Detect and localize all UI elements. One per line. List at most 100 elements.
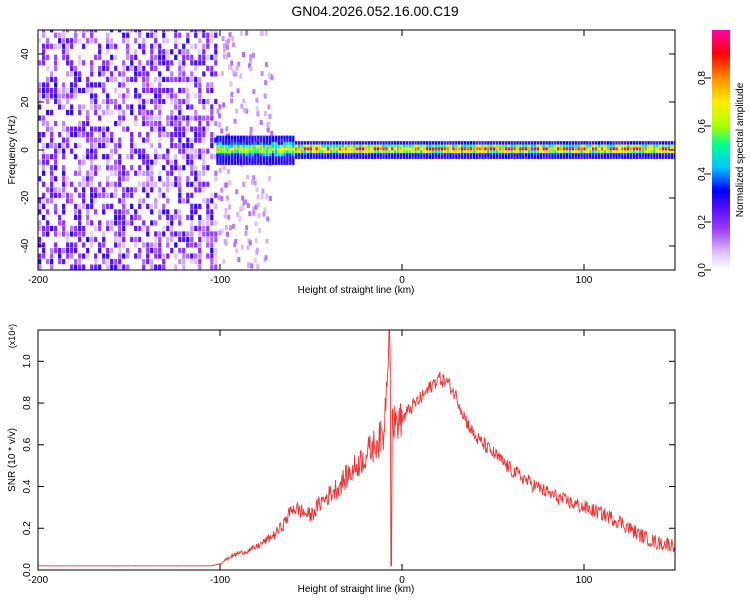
spectrogram-cell: [292, 141, 295, 145]
spectrogram-cell: [650, 141, 653, 145]
spectrogram-cell: [318, 144, 321, 148]
spectrogram-cell: [62, 43, 66, 49]
spectrogram-cell: [106, 32, 110, 38]
spectrogram-cell: [458, 152, 461, 157]
spectrogram-cell: [586, 155, 589, 159]
spectrogram-cell: [106, 38, 110, 44]
spectrogram-cell: [280, 135, 283, 139]
spectrogram-cell: [318, 149, 321, 154]
spectrogram-cell: [609, 146, 612, 151]
spectrogram-cell: [624, 141, 627, 145]
spectrogram-cell: [405, 152, 409, 157]
spectrogram-cell: [256, 194, 260, 200]
spectrogram-cell: [162, 253, 166, 259]
spectrogram-cell: [74, 242, 78, 248]
snr-y-ticks: 0.00.20.40.60.81.0: [22, 354, 675, 577]
spectrogram-cell: [150, 176, 154, 182]
spectrogram-cell: [239, 150, 243, 154]
spectrogram-cell: [54, 65, 58, 71]
spectrogram-cell: [110, 137, 114, 143]
spectrogram-cell: [516, 155, 519, 159]
spectrogram-cell: [527, 141, 531, 145]
spectrogram-cell: [190, 60, 194, 66]
spectrogram-cell: [62, 258, 66, 265]
spectrogram-cell: [134, 148, 138, 154]
spectrogram-cell: [240, 205, 244, 211]
spectrogram-cell: [74, 143, 78, 149]
spectrogram-cell: [568, 149, 572, 154]
spectrogram-cell: [592, 155, 595, 159]
spectrogram-cell: [194, 60, 198, 66]
spectrogram-cell: [54, 247, 58, 254]
spectrogram-cell: [249, 126, 253, 132]
spectrogram-cell: [122, 32, 126, 38]
spectrogram-cell: [78, 159, 82, 165]
spectrogram-cell: [252, 155, 256, 161]
spectrogram-cell: [126, 54, 130, 60]
spectrogram-cell: [466, 146, 470, 151]
spectrogram-cell: [615, 155, 618, 159]
spectrogram-cell: [46, 258, 50, 265]
spectrogram-cell: [437, 144, 441, 148]
spectrogram-cell: [548, 146, 551, 151]
spectrogram-cell: [54, 225, 58, 232]
spectrogram-cell: [277, 144, 280, 148]
spectrogram-cell: [46, 225, 50, 232]
spectrogram-cell: [236, 138, 240, 142]
spectrogram-cell: [78, 192, 82, 198]
spectrogram-cell: [641, 144, 644, 148]
spectrogram-cell: [603, 141, 607, 145]
spectrogram-cell: [62, 38, 66, 44]
spectrogram-cell: [455, 144, 458, 148]
spectrogram-cell: [303, 146, 307, 151]
spectrogram-cell: [154, 120, 158, 127]
spectrogram-cell: [78, 87, 82, 94]
spectrogram-cell: [612, 146, 615, 151]
spectrogram-cell: [216, 155, 219, 160]
spectrogram-cell: [198, 132, 202, 138]
colorbar: 0.00.20.40.60.8 Normalized spectral ampl…: [697, 30, 746, 277]
spectrogram-cell: [82, 187, 86, 193]
spectrogram-cell: [216, 135, 219, 139]
spectrogram-cell: [150, 87, 154, 94]
spectrogram-cell: [178, 209, 182, 215]
spectrogram-cell: [292, 138, 295, 142]
spectrogram-cell: [110, 54, 114, 60]
spectrogram-cell: [335, 149, 339, 154]
spectrogram-cell: [66, 132, 70, 138]
spectrogram-cell: [114, 187, 118, 193]
spectrogram-cell: [440, 149, 443, 154]
spectrogram-cell: [178, 49, 182, 55]
spectrogram-cell: [106, 93, 110, 99]
spectrogram-cell: [62, 220, 66, 226]
spectrogram-cell: [90, 104, 94, 110]
spectrogram-cell: [138, 104, 142, 110]
spectrogram-cell: [223, 239, 227, 245]
spectrogram-cell: [66, 38, 70, 44]
spectrogram-cell: [186, 242, 190, 248]
spectrogram-cell: [202, 32, 206, 38]
snr-y-tick-label: 1.0: [22, 354, 33, 368]
spectrogram-cell: [242, 161, 245, 165]
spectrogram-cell: [481, 149, 484, 154]
spectrogram-cell: [98, 71, 102, 77]
spectrogram-cell: [62, 181, 66, 187]
spectrogram-cell: [216, 161, 219, 165]
spectrogram-cell: [46, 126, 50, 132]
spectrogram-cell: [94, 30, 98, 33]
spectrogram-cell: [198, 30, 202, 33]
spectrogram-cell: [650, 149, 653, 154]
spectrogram-cell: [190, 104, 194, 110]
spectrogram-cell: [653, 146, 656, 151]
spectrogram-cell: [46, 198, 50, 204]
spectrogram-cell: [235, 65, 239, 71]
spectrogram-cell: [94, 170, 98, 176]
spectrogram-cell: [66, 30, 70, 33]
spectrogram-cell: [621, 144, 624, 148]
spectrogram-cell: [225, 195, 229, 201]
spectrogram-cell: [449, 152, 452, 157]
spectrogram-cell: [253, 180, 257, 186]
spectrogram-cell: [118, 115, 122, 121]
spectrogram-cell: [94, 236, 98, 243]
colorbar-tick-label: 0.2: [697, 215, 708, 229]
